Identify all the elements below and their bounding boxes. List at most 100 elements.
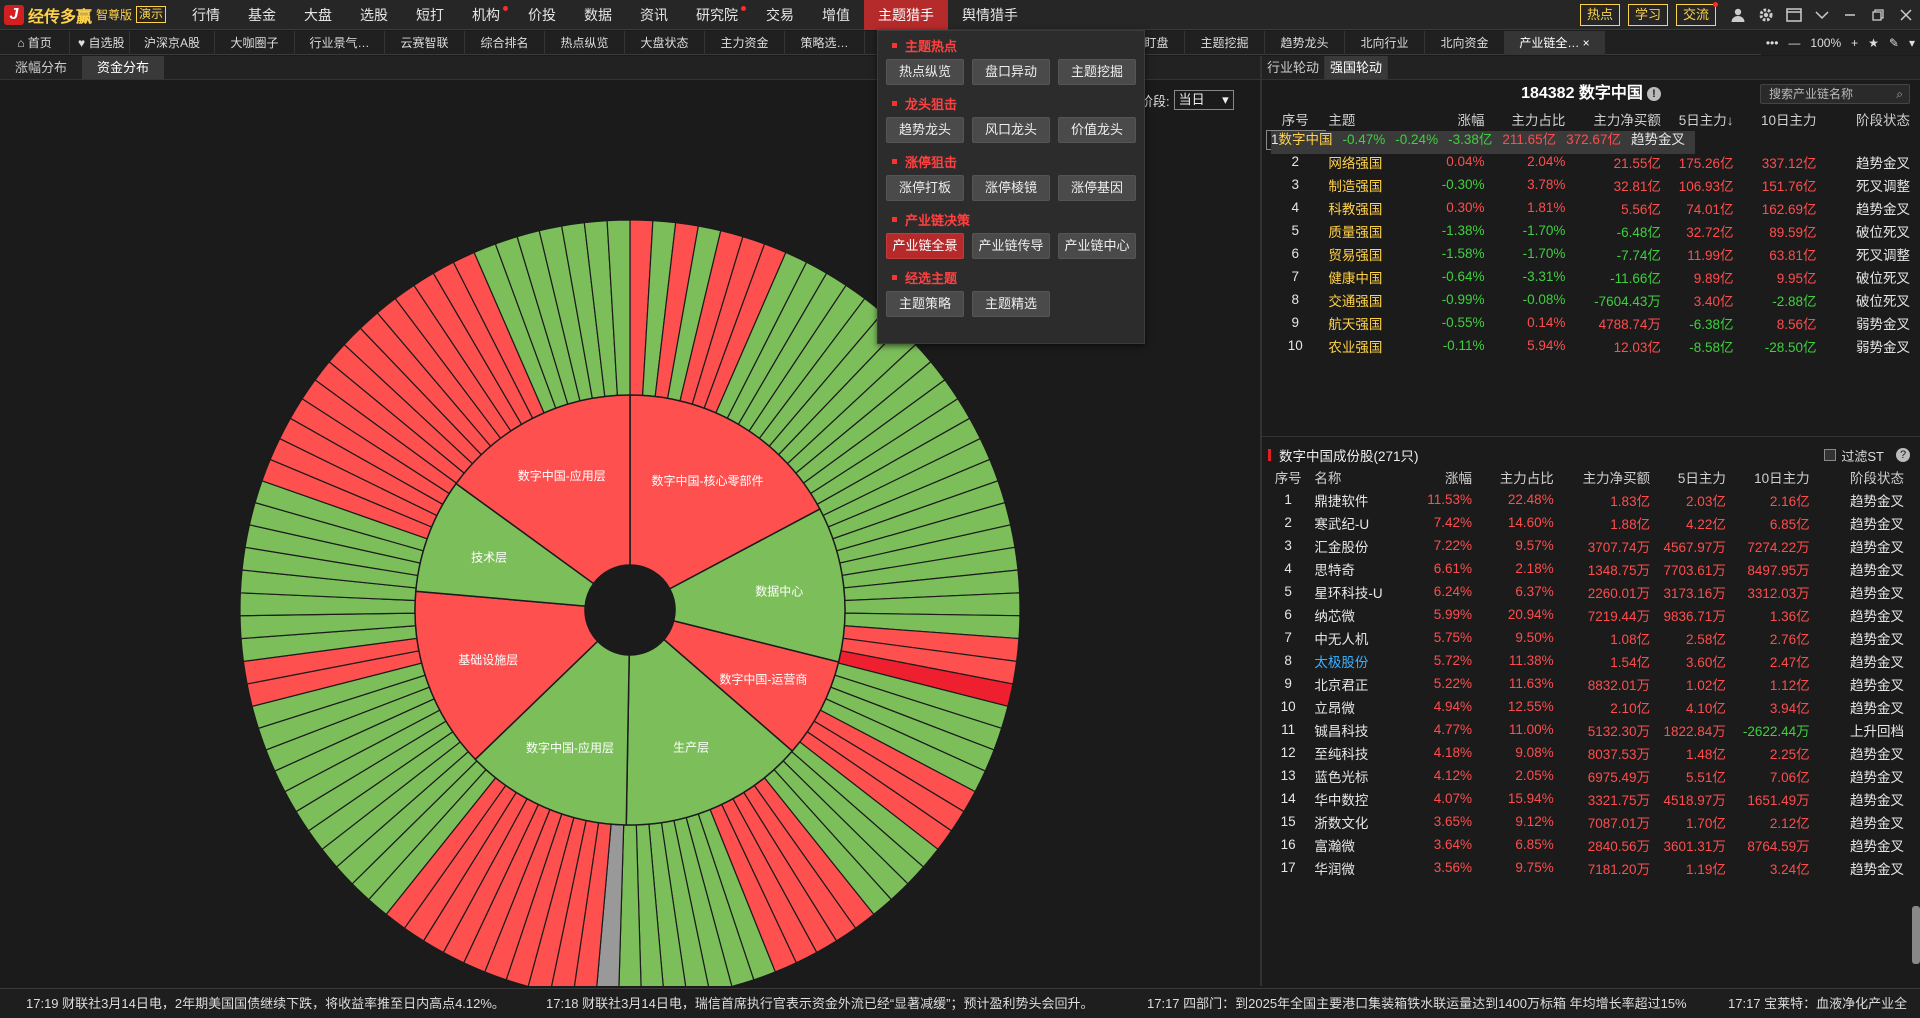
table-row[interactable]: 6 贸易强国 -1.58% -1.70% -7.74亿 11.99亿 63.81亿 死叉调整 bbox=[1262, 242, 1920, 265]
dropdown-button[interactable]: 产业链传导 bbox=[972, 233, 1050, 259]
dropdown-button[interactable]: 主题精选 bbox=[972, 291, 1050, 317]
page-tab[interactable]: 大盘状态 bbox=[625, 30, 705, 55]
table-row[interactable]: 3 制造强国 -0.30% 3.78% 32.81亿 106.93亿 151.76亿 死叉调整 bbox=[1262, 173, 1920, 196]
page-tab[interactable]: 策略选… bbox=[785, 30, 865, 55]
table-row[interactable]: 9 北京君正 5.22% 11.63% 8832.01万 1.02亿 1.12亿 趋势金叉 bbox=[1262, 672, 1914, 695]
table-row[interactable]: 10 农业强国 -0.11% 5.94% 12.03亿 -8.58亿 -28.50亿 弱势金叉 bbox=[1262, 334, 1920, 357]
table-row[interactable]: 17 华润微 3.56% 9.75% 7181.20万 1.19亿 3.24亿 趋势金叉 bbox=[1262, 856, 1914, 879]
table-row[interactable]: 15 浙数文化 3.65% 9.12% 7087.01万 1.70亿 2.12亿 趋势金叉 bbox=[1262, 810, 1914, 833]
settings-gear-icon[interactable] bbox=[1752, 0, 1780, 30]
page-tab[interactable]: 热点纵览 bbox=[545, 30, 625, 55]
page-tab[interactable]: ♥ 自选股 bbox=[70, 30, 130, 55]
column-header[interactable]: 10日主力 bbox=[1754, 471, 1810, 486]
window-layout-icon[interactable] bbox=[1780, 0, 1808, 30]
table-row[interactable]: 4 科教强国 0.30% 1.81% 5.56亿 74.01亿 162.69亿 趋势金叉 bbox=[1262, 196, 1920, 219]
table-row[interactable]: 11 铖昌科技 4.77% 11.00% 5132.30万 1822.84万 -2622.4… bbox=[1262, 718, 1914, 741]
column-header[interactable]: 序号 bbox=[1281, 113, 1309, 128]
info-icon[interactable]: ! bbox=[1646, 87, 1661, 101]
scrollbar[interactable] bbox=[1912, 906, 1920, 964]
star-icon[interactable]: ★ bbox=[1868, 36, 1879, 50]
menu-item[interactable]: 机构 bbox=[458, 0, 514, 30]
table-row[interactable]: 5 星环科技-U 6.24% 6.37% 2260.01万 3173.16万 3312.03… bbox=[1262, 580, 1914, 603]
dropdown-button[interactable]: 热点纵览 bbox=[886, 59, 964, 85]
tab-power-rotation[interactable]: 强国轮动 bbox=[1325, 56, 1389, 79]
hot-button[interactable]: 热点 bbox=[1579, 4, 1620, 26]
table-row[interactable]: 10 立昂微 4.94% 12.55% 2.10亿 4.10亿 3.94亿 趋势金叉 bbox=[1262, 695, 1914, 718]
table-row[interactable]: 8 太极股份 5.72% 11.38% 1.54亿 3.60亿 2.47亿 趋势金叉 bbox=[1262, 649, 1914, 672]
chain-search-input[interactable]: 搜索产业链名称 ⌕ bbox=[1760, 84, 1910, 104]
menu-item[interactable]: 研究院 bbox=[682, 0, 752, 30]
learn-button[interactable]: 学习 bbox=[1627, 4, 1668, 26]
minimize-icon[interactable] bbox=[1836, 0, 1864, 30]
menu-item[interactable]: 舆情猎手 bbox=[948, 0, 1032, 30]
table-row[interactable]: 12 至纯科技 4.18% 9.08% 8037.53万 1.48亿 2.25亿 趋势金叉 bbox=[1262, 741, 1914, 764]
edit-pencil-icon[interactable]: ✎ bbox=[1888, 36, 1899, 50]
ticker-item[interactable]: 17:18 财联社3月14日电，瑞信首席执行官表示资金外流已经“显著减缓”；预计… bbox=[546, 996, 1094, 1011]
column-header[interactable]: 主力净买额 bbox=[1582, 471, 1651, 486]
ticker-item[interactable]: 17:17 宝莱特：血液净化产业全 bbox=[1728, 996, 1908, 1011]
menu-item[interactable]: 价投 bbox=[514, 0, 570, 30]
table-row[interactable]: 2 网络强国 0.04% 2.04% 21.55亿 175.26亿 337.12亿 趋势金叉 bbox=[1262, 150, 1920, 173]
table-row[interactable]: 8 交通强国 -0.99% -0.08% -7604.43万 3.40亿 -2.88亿 破位死… bbox=[1262, 288, 1920, 311]
page-tab[interactable]: 综合排名 bbox=[465, 30, 545, 55]
dropdown-button[interactable]: 涨停打板 bbox=[886, 175, 964, 201]
chevron-down-icon[interactable] bbox=[1808, 0, 1836, 30]
dropdown-button[interactable]: 风口龙头 bbox=[972, 117, 1050, 143]
table-row[interactable]: 2 寒武纪-U 7.42% 14.60% 1.88亿 4.22亿 6.85亿 趋势金叉 bbox=[1262, 511, 1914, 534]
restore-icon[interactable] bbox=[1864, 0, 1892, 30]
page-tab[interactable]: 北向行业 bbox=[1345, 30, 1425, 55]
dropdown-button[interactable]: 主题策略 bbox=[886, 291, 964, 317]
table-row[interactable]: 1 数字中国 -0.47% -0.24% -3.38亿 211.65亿 372.67亿 趋势金… bbox=[1266, 130, 1695, 154]
page-tab[interactable]: 北向资金 bbox=[1425, 30, 1505, 55]
sunburst-category-segment[interactable] bbox=[625, 638, 794, 826]
table-row[interactable]: 1 鼎捷软件 11.53% 22.48% 1.83亿 2.03亿 2.16亿 趋势金叉 bbox=[1262, 488, 1914, 511]
tab-fund-distribution[interactable]: 资金分布 bbox=[82, 56, 165, 79]
dropdown-button[interactable]: 价值龙头 bbox=[1058, 117, 1136, 143]
column-header[interactable]: 10日主力 bbox=[1761, 113, 1817, 128]
menu-item[interactable]: 选股 bbox=[346, 0, 402, 30]
more-tabs-icon[interactable]: ••• bbox=[1765, 36, 1779, 50]
panel-divider[interactable] bbox=[1260, 56, 1262, 986]
user-icon[interactable] bbox=[1724, 0, 1752, 30]
column-header[interactable]: 名称 bbox=[1314, 471, 1342, 486]
page-tab[interactable]: 趋势龙头 bbox=[1265, 30, 1345, 55]
column-header[interactable]: 5日主力↓ bbox=[1678, 113, 1734, 128]
column-header[interactable]: 阶段状态 bbox=[1856, 113, 1910, 128]
ticker-item[interactable]: 17:17 四部门：到2025年全国主要港口集装箱铁水联运量达到1400万标箱 … bbox=[1147, 996, 1687, 1011]
table-row[interactable]: 5 质量强国 -1.38% -1.70% -6.48亿 32.72亿 89.59亿 破位死叉 bbox=[1262, 219, 1920, 242]
dropdown-button[interactable]: 涨停基因 bbox=[1058, 175, 1136, 201]
menu-item[interactable]: 基金 bbox=[234, 0, 290, 30]
search-icon[interactable]: ⌕ bbox=[1896, 87, 1903, 101]
table-row[interactable]: 3 汇金股份 7.22% 9.57% 3707.74万 4567.97万 7274.22万 趋… bbox=[1262, 534, 1914, 557]
page-tab[interactable]: 主题挖掘 bbox=[1185, 30, 1265, 55]
page-tab[interactable]: 产业链全… × bbox=[1505, 30, 1605, 55]
sunburst-chart[interactable]: 数字中国-核心零部件数据中心数字中国-运营商生产层数字中国-应用层基础设施层技术… bbox=[0, 80, 1260, 986]
zoom-out-icon[interactable]: — bbox=[1788, 36, 1801, 50]
tab-close-icon[interactable]: × bbox=[1579, 35, 1590, 50]
table-row[interactable]: 13 蓝色光标 4.12% 2.05% 6975.49万 5.51亿 7.06亿 趋势金叉 bbox=[1262, 764, 1914, 787]
table-row[interactable]: 16 富瀚微 3.64% 6.85% 2840.56万 3601.31万 8764.59万 趋… bbox=[1262, 833, 1914, 856]
dropdown-button[interactable]: 产业链中心 bbox=[1058, 233, 1136, 259]
page-tab[interactable]: 沪深京A股 bbox=[130, 30, 215, 55]
table-row[interactable]: 14 华中数控 4.07% 15.94% 3321.75万 4518.97万 1651.49… bbox=[1262, 787, 1914, 810]
tab-industry-rotation[interactable]: 行业轮动 bbox=[1262, 56, 1326, 79]
page-tab[interactable]: 主力资金 bbox=[705, 30, 785, 55]
column-header[interactable]: 主力占比 bbox=[1499, 471, 1554, 486]
dropdown-button[interactable]: 主题挖掘 bbox=[1058, 59, 1136, 85]
table-row[interactable]: 6 纳芯微 5.99% 20.94% 7219.44万 9836.71万 1.36亿 趋势金叉 bbox=[1262, 603, 1914, 626]
menu-item[interactable]: 行情 bbox=[178, 0, 234, 30]
menu-dropdown-icon[interactable]: ▾ bbox=[1908, 36, 1915, 50]
page-tab[interactable]: ⌂ 首页 bbox=[0, 30, 70, 55]
page-tab[interactable]: 大咖圈子 bbox=[215, 30, 295, 55]
column-header[interactable]: 主力净买额 bbox=[1593, 113, 1661, 128]
dropdown-button[interactable]: 涨停棱镜 bbox=[972, 175, 1050, 201]
column-header[interactable]: 涨幅 bbox=[1444, 471, 1472, 486]
dropdown-button[interactable]: 趋势龙头 bbox=[886, 117, 964, 143]
exchange-button[interactable]: 交流 bbox=[1675, 2, 1718, 26]
menu-item[interactable]: 短打 bbox=[402, 0, 458, 30]
menu-item[interactable]: 主题猎手 bbox=[864, 0, 949, 30]
page-tab[interactable]: 云赛智联 bbox=[385, 30, 465, 55]
column-header[interactable]: 5日主力 bbox=[1677, 471, 1726, 486]
zoom-in-icon[interactable]: + bbox=[1851, 36, 1859, 50]
section-divider[interactable] bbox=[1262, 436, 1920, 442]
